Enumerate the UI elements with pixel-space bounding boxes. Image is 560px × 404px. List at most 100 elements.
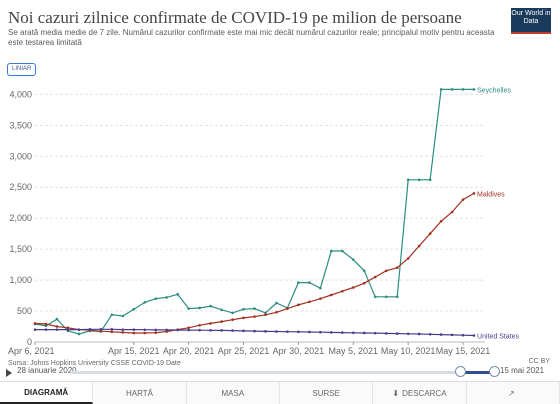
data-point[interactable] [384, 269, 388, 273]
data-point[interactable] [362, 281, 366, 285]
data-point[interactable] [286, 307, 289, 310]
data-point[interactable] [99, 328, 103, 331]
data-point[interactable] [319, 297, 322, 300]
data-point[interactable] [439, 333, 443, 336]
data-point[interactable] [220, 320, 223, 323]
data-point[interactable] [275, 330, 278, 333]
data-point[interactable] [450, 210, 454, 214]
license-link[interactable]: CC BY [528, 358, 550, 365]
data-point[interactable] [198, 306, 201, 310]
data-point[interactable] [406, 178, 410, 182]
timeline-start-handle[interactable] [455, 366, 466, 377]
data-point[interactable] [406, 257, 410, 260]
data-point[interactable] [143, 331, 147, 335]
data-point[interactable] [231, 311, 234, 315]
data-point[interactable] [44, 324, 48, 328]
data-point[interactable] [308, 300, 311, 304]
data-point[interactable] [220, 329, 223, 332]
tab-map[interactable]: HARTĂ [93, 382, 187, 404]
data-point[interactable] [308, 330, 311, 334]
data-point[interactable] [187, 328, 190, 332]
data-point[interactable] [253, 329, 256, 333]
data-point[interactable] [330, 249, 333, 253]
data-point[interactable] [439, 219, 443, 223]
data-point[interactable] [242, 329, 245, 333]
data-point[interactable] [428, 178, 432, 182]
data-point[interactable] [33, 322, 37, 325]
data-point[interactable] [341, 331, 344, 334]
data-point[interactable] [88, 328, 92, 331]
data-point[interactable] [99, 329, 103, 333]
data-point[interactable] [165, 296, 169, 299]
data-point[interactable] [231, 318, 234, 322]
data-point[interactable] [384, 295, 388, 299]
data-point[interactable] [351, 286, 355, 289]
data-point[interactable] [143, 328, 147, 332]
data-point[interactable] [308, 281, 311, 284]
data-point[interactable] [154, 297, 158, 300]
data-point[interactable] [395, 266, 399, 270]
play-icon[interactable] [6, 369, 12, 377]
linear-scale-toggle[interactable]: LINIAR [7, 63, 37, 76]
data-point[interactable] [198, 323, 201, 327]
data-point[interactable] [417, 332, 421, 336]
data-point[interactable] [198, 328, 201, 332]
data-point[interactable] [55, 317, 59, 321]
data-point[interactable] [461, 88, 465, 91]
data-point[interactable] [132, 328, 136, 331]
data-point[interactable] [461, 198, 465, 201]
timeline-slider[interactable] [70, 371, 495, 374]
data-point[interactable] [362, 331, 366, 335]
data-point[interactable] [417, 178, 421, 182]
tab-sources[interactable]: SURSE [280, 382, 374, 404]
timeline-selected-range[interactable] [460, 371, 495, 374]
data-point[interactable] [121, 328, 125, 331]
data-point[interactable] [373, 295, 377, 299]
data-point[interactable] [55, 328, 59, 331]
data-point[interactable] [297, 330, 300, 334]
data-point[interactable] [33, 328, 37, 331]
data-point[interactable] [406, 332, 410, 336]
data-point[interactable] [154, 328, 158, 332]
data-point[interactable] [77, 328, 81, 331]
data-point[interactable] [297, 281, 300, 284]
data-point[interactable] [253, 315, 256, 318]
data-point[interactable] [341, 249, 344, 253]
data-point[interactable] [428, 232, 432, 235]
data-point[interactable] [450, 88, 454, 91]
data-point[interactable] [187, 307, 190, 310]
data-point[interactable] [330, 331, 333, 334]
data-point[interactable] [330, 293, 333, 297]
data-point[interactable] [253, 307, 256, 310]
data-point[interactable] [44, 328, 48, 331]
data-point[interactable] [384, 332, 388, 335]
tab-chart[interactable]: DIAGRAMĂ [0, 382, 94, 404]
tab-table[interactable]: MASA [187, 382, 280, 404]
data-point[interactable] [242, 307, 245, 311]
data-point[interactable] [395, 295, 399, 299]
data-point[interactable] [351, 258, 355, 261]
data-point[interactable] [44, 322, 48, 326]
data-point[interactable] [275, 310, 278, 314]
data-point[interactable] [264, 311, 267, 315]
data-point[interactable] [264, 313, 267, 317]
data-point[interactable] [428, 332, 432, 336]
data-point[interactable] [319, 286, 322, 290]
data-point[interactable] [132, 331, 136, 335]
data-point[interactable] [472, 88, 476, 91]
series-line-maldives[interactable] [34, 192, 475, 334]
data-point[interactable] [362, 269, 366, 273]
data-point[interactable] [319, 330, 322, 334]
data-point[interactable] [55, 325, 59, 328]
data-point[interactable] [209, 322, 212, 325]
tab-share[interactable]: ↗ [467, 382, 560, 404]
data-point[interactable] [286, 330, 289, 333]
owid-logo[interactable]: Our World in Data [511, 8, 551, 34]
data-point[interactable] [373, 275, 377, 279]
tab-download[interactable]: ⬇ DESCARCA [373, 382, 467, 404]
data-point[interactable] [209, 329, 212, 332]
data-point[interactable] [66, 326, 70, 330]
data-point[interactable] [220, 308, 223, 312]
source-note[interactable]: Sursa: Johns Hopkins University CSSE COV… [8, 360, 181, 367]
data-point[interactable] [176, 293, 179, 296]
